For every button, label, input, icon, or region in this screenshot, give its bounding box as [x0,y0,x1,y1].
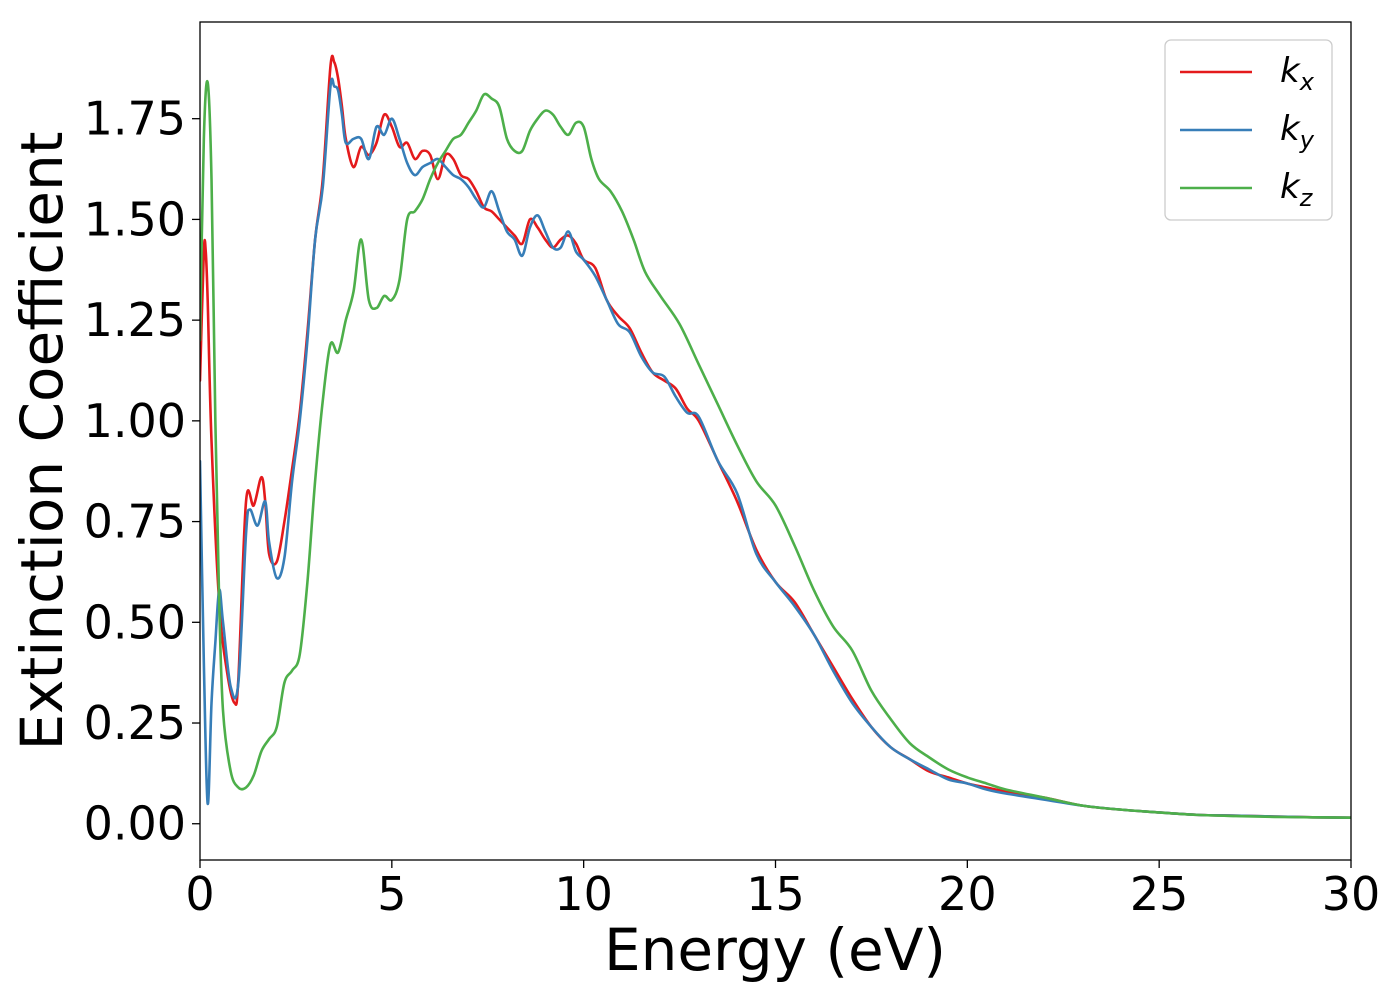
x-tick-label: 0 [185,867,214,921]
legend-label-z: kz [1280,167,1314,212]
y-tick-label: 1.50 [84,192,186,246]
x-axis-title: Energy (eV) [604,916,946,984]
y-tick-label: 0.50 [84,595,186,649]
series-layer [200,54,1351,819]
x-tick-label: 15 [746,867,805,921]
y-axis: 0.00 0.25 0.50 0.75 1.00 1.25 1.50 1.75 [84,92,200,851]
x-tick-label: 5 [377,867,406,921]
y-tick-label: 1.00 [84,394,186,448]
legend-label-y: ky [1280,109,1315,154]
legend-label-x: kx [1280,51,1315,96]
x-tick-label: 30 [1322,867,1381,921]
x-tick-label: 25 [1130,867,1189,921]
y-tick-label: 0.25 [84,696,186,750]
x-axis: 0 5 10 15 20 25 30 [185,860,1380,921]
x-tick-label: 10 [554,867,613,921]
series-line-z [200,79,1351,819]
legend: kx ky kz [1164,39,1333,221]
x-tick-label: 20 [938,867,997,921]
y-tick-label: 1.75 [84,92,186,146]
y-tick-label: 1.25 [84,293,186,347]
y-tick-label: 0.75 [84,495,186,549]
y-tick-label: 0.00 [84,797,186,851]
y-axis-title: Extinction Coefficient [8,132,76,751]
series-line-y [200,77,1351,819]
